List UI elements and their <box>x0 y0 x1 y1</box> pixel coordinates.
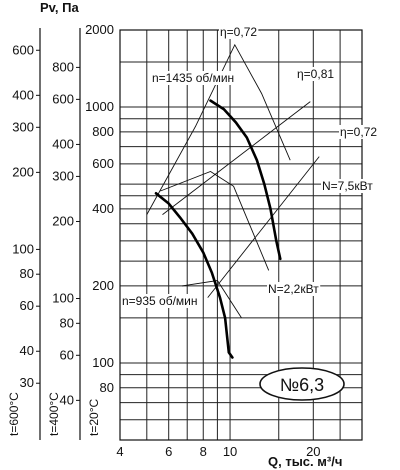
eff-label-mid: η=0,81 <box>297 67 334 81</box>
y-tick-label: 40 <box>60 392 74 407</box>
y-tick-label: 80 <box>20 266 34 281</box>
y-tick-label: 400 <box>52 136 74 151</box>
power-line <box>207 156 320 298</box>
y-tick-label: 80 <box>60 315 74 330</box>
y-tick-label: 800 <box>52 59 74 74</box>
y-tick-label: 200 <box>52 213 74 228</box>
y-tick-label: 2000 <box>85 22 114 37</box>
eff-label-top-bg <box>219 25 259 39</box>
x-tick-label: 4 <box>116 444 123 459</box>
power-label-22: N=2,2кВт <box>268 282 319 296</box>
x-tick-label: 10 <box>223 444 237 459</box>
y-axes: 600 400 300 200 100 80 60 40 30 t=600°C 800 600 400 3… <box>7 22 114 440</box>
y-tick-label: 300 <box>52 168 74 183</box>
eff-label-right: η=0,72 <box>340 125 377 139</box>
series-label-935: n=935 об/мин <box>122 294 198 308</box>
y-tick-label: 300 <box>12 119 34 134</box>
power-label-22-bg <box>267 282 321 296</box>
y-tick-label: 30 <box>20 375 34 390</box>
model-badge: №6,3 <box>259 367 345 401</box>
y-tick-label: 40 <box>20 343 34 358</box>
efficiency-curve <box>146 43 291 215</box>
x-ticks: 4 6 8 10 20 <box>116 444 320 459</box>
power-lines <box>162 101 320 298</box>
power-label-75-bg <box>321 179 375 193</box>
y-tick-label: 200 <box>12 164 34 179</box>
efficiency-lines <box>146 43 291 319</box>
power-line <box>162 101 311 215</box>
annotations: n=1435 об/мин n=935 об/мин η=0,72 η=0,81 η=0… <box>121 25 379 308</box>
efficiency-curve <box>160 170 270 271</box>
series-label-935-bg <box>121 294 199 308</box>
y-tick-label: 60 <box>60 347 74 362</box>
eff-label-right-bg <box>339 125 379 139</box>
y-tick-label: 600 <box>52 91 74 106</box>
efficiency-curve <box>181 280 242 319</box>
y-tick-label: 100 <box>92 355 114 370</box>
y-tick-label: 400 <box>12 87 34 102</box>
series-label-1435-bg <box>151 71 236 85</box>
y-axis-label: Pv, Па <box>40 0 80 15</box>
y-tick-label: 100 <box>52 291 74 306</box>
y-tick-label: 600 <box>92 156 114 171</box>
eff-label-top: η=0,72 <box>220 25 257 39</box>
y-tick-label: 80 <box>100 380 114 395</box>
power-label-75: N=7,5кВт <box>322 179 373 193</box>
y-tick-label: 600 <box>12 42 34 57</box>
y-tick-label: 1000 <box>85 99 114 114</box>
eff-label-mid-bg <box>296 67 336 81</box>
y-tick-label: 100 <box>12 241 34 256</box>
y-tick-label: 400 <box>92 201 114 216</box>
model-badge-text: №6,3 <box>280 375 324 395</box>
x-axis-label: Q, тыс. м³/ч <box>268 454 342 469</box>
speed-curves <box>154 99 282 359</box>
y-tick-label: 60 <box>20 298 34 313</box>
speed-curve <box>154 192 234 359</box>
y-axis-temp-label: t=20°C <box>87 399 101 436</box>
y-tick-label: 800 <box>92 124 114 139</box>
y-tick-label: 200 <box>92 278 114 293</box>
x-tick-label: 20 <box>306 444 320 459</box>
x-tick-label: 6 <box>165 444 172 459</box>
y-axis-temp-label: t=400°C <box>47 392 61 436</box>
series-label-1435: n=1435 об/мин <box>152 71 234 85</box>
x-tick-label: 8 <box>200 444 207 459</box>
speed-curve <box>209 99 282 261</box>
y-axis-temp-label: t=600°C <box>7 392 21 436</box>
